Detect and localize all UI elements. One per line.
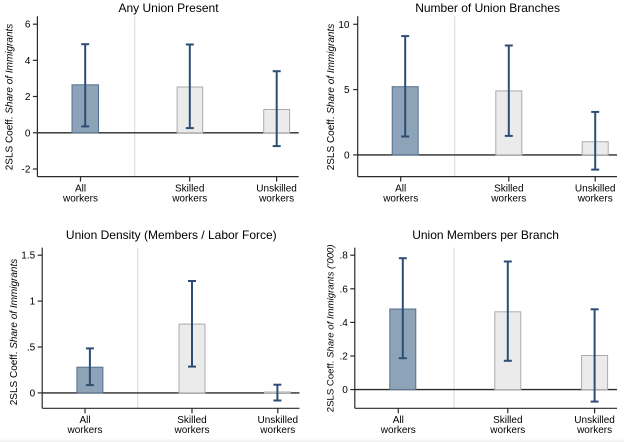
svg-text:workers: workers (66, 425, 102, 436)
svg-text:0: 0 (30, 388, 36, 399)
svg-text:6: 6 (25, 20, 31, 31)
svg-text:workers: workers (576, 425, 612, 436)
svg-text:workers: workers (380, 425, 416, 436)
svg-text:Union Density (Members / Labor: Union Density (Members / Labor Force) (66, 228, 277, 242)
svg-text:0: 0 (25, 128, 31, 139)
svg-text:1: 1 (30, 297, 36, 308)
svg-text:workers: workers (382, 193, 418, 204)
svg-text:Skilled: Skilled (494, 184, 523, 195)
svg-text:workers: workers (171, 193, 207, 204)
svg-text:5: 5 (344, 85, 350, 96)
svg-text:2SLS Coeff. Share of Immigrant: 2SLS Coeff. Share of Immigrants (’000) (325, 244, 336, 412)
svg-text:.4: .4 (339, 318, 348, 329)
svg-text:workers: workers (258, 193, 294, 204)
svg-text:1.5: 1.5 (21, 251, 35, 262)
svg-text:2: 2 (25, 92, 31, 103)
svg-text:Skilled: Skilled (493, 415, 522, 426)
svg-text:2SLS Coeff. Share of Immigrant: 2SLS Coeff. Share of Immigrants (5, 24, 16, 171)
svg-text:.2: .2 (339, 352, 348, 363)
svg-text:Number of Union Branches: Number of Union Branches (415, 1, 560, 15)
svg-text:workers: workers (490, 193, 526, 204)
svg-text:workers: workers (489, 425, 525, 436)
svg-text:Unskilled: Unskilled (258, 415, 299, 426)
svg-text:Any Union Present: Any Union Present (118, 1, 219, 15)
svg-text:All: All (395, 184, 406, 195)
svg-text:2SLS Coeff. Share of Immigrant: 2SLS Coeff. Share of Immigrants (326, 24, 337, 171)
svg-text:All: All (393, 415, 404, 426)
svg-text:0: 0 (344, 150, 350, 161)
svg-text:workers: workers (577, 193, 613, 204)
svg-text:0: 0 (342, 385, 348, 396)
svg-text:.8: .8 (339, 251, 348, 262)
svg-text:Unskilled: Unskilled (574, 415, 615, 426)
svg-text:2SLS Coeff. Share of Immigrant: 2SLS Coeff. Share of Immigrants (9, 259, 20, 406)
svg-text:Skilled: Skilled (177, 415, 206, 426)
svg-text:Unskilled: Unskilled (575, 184, 616, 195)
svg-text:All: All (75, 184, 86, 195)
svg-text:10: 10 (338, 20, 350, 31)
svg-text:Unskilled: Unskilled (256, 184, 297, 195)
svg-text:workers: workers (259, 425, 295, 436)
svg-text:4: 4 (25, 56, 31, 67)
svg-text:.6: .6 (339, 284, 348, 295)
svg-text:workers: workers (173, 425, 209, 436)
svg-text:workers: workers (62, 193, 98, 204)
svg-text:Skilled: Skilled (175, 184, 204, 195)
svg-text:All: All (79, 415, 90, 426)
svg-text:-2: -2 (21, 165, 30, 176)
svg-text:.5: .5 (27, 343, 36, 354)
svg-text:Union Members per Branch: Union Members per Branch (412, 228, 559, 242)
